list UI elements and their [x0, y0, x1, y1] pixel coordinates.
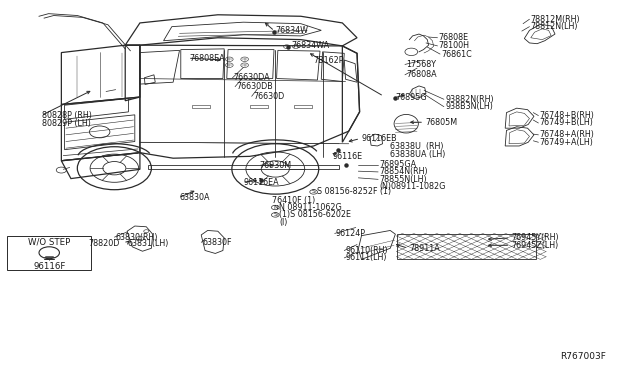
Text: 78820D: 78820D	[89, 239, 120, 248]
Text: S: S	[312, 189, 316, 195]
Text: 78812N(LH): 78812N(LH)	[531, 22, 579, 31]
Text: 80828P (RH): 80828P (RH)	[42, 111, 92, 120]
Text: 93882N(RH): 93882N(RH)	[445, 95, 494, 104]
Text: N: N	[273, 205, 278, 210]
Text: (1)S 08156-6202E: (1)S 08156-6202E	[279, 211, 351, 219]
Text: 76748+A(RH): 76748+A(RH)	[540, 130, 595, 140]
Text: 76945Z(LH): 76945Z(LH)	[511, 241, 559, 250]
Text: 76748+B(RH): 76748+B(RH)	[540, 111, 595, 120]
Text: 938B3N(LH): 938B3N(LH)	[445, 102, 493, 111]
Text: 96116F: 96116F	[33, 262, 65, 271]
Text: 96110(RH): 96110(RH)	[346, 246, 388, 255]
Text: 76808E: 76808E	[439, 33, 469, 42]
Text: 76834WA: 76834WA	[291, 41, 330, 50]
Text: 63830(RH): 63830(RH)	[116, 232, 158, 242]
Text: 76945Y(RH): 76945Y(RH)	[511, 233, 559, 243]
Text: 63838U  (RH): 63838U (RH)	[390, 142, 444, 151]
Text: 80829P (LH): 80829P (LH)	[42, 119, 91, 128]
Text: 76930M: 76930M	[259, 161, 291, 170]
Text: 78911A: 78911A	[410, 244, 440, 253]
Text: 7B162P: 7B162P	[314, 56, 344, 65]
Text: 78854N(RH): 78854N(RH)	[380, 167, 428, 176]
Text: 63831(LH): 63831(LH)	[127, 239, 168, 248]
Text: R767003F: R767003F	[560, 352, 606, 361]
Text: 76805M: 76805M	[426, 118, 458, 127]
Text: N 08911-1062G: N 08911-1062G	[279, 203, 342, 212]
Text: W/O STEP: W/O STEP	[28, 237, 70, 246]
Text: (N)08911-1082G: (N)08911-1082G	[380, 182, 446, 191]
Text: 76630DA: 76630DA	[234, 73, 271, 82]
Text: 76895GA: 76895GA	[380, 160, 417, 169]
Text: 76861C: 76861C	[442, 49, 472, 58]
Text: 78855N(LH): 78855N(LH)	[380, 175, 427, 184]
Text: 96116EB: 96116EB	[362, 134, 397, 143]
Text: 78812M(RH): 78812M(RH)	[531, 15, 580, 24]
Text: 96116EA: 96116EA	[243, 178, 279, 187]
Text: S: S	[273, 212, 277, 217]
Text: 78100H: 78100H	[439, 41, 470, 51]
Text: 76808EA: 76808EA	[189, 54, 225, 62]
Text: 17568Y: 17568Y	[406, 60, 436, 69]
Text: 76749+A(LH): 76749+A(LH)	[540, 138, 593, 147]
Text: 96111(LH): 96111(LH)	[346, 253, 387, 262]
Text: 76630D: 76630D	[253, 92, 284, 101]
Text: 96124P: 96124P	[336, 229, 366, 238]
Text: S 08156-8252F (1): S 08156-8252F (1)	[317, 187, 392, 196]
Text: 76808A: 76808A	[406, 70, 437, 79]
Text: 96116E: 96116E	[333, 152, 363, 161]
Text: 76834W: 76834W	[275, 26, 308, 35]
Text: (I): (I)	[279, 218, 287, 227]
Text: 63830A: 63830A	[179, 193, 210, 202]
Text: 63838UA (LH): 63838UA (LH)	[390, 150, 445, 158]
Text: 63830F: 63830F	[202, 238, 232, 247]
Text: 76895G: 76895G	[396, 93, 427, 102]
Text: 76749+B(LH): 76749+B(LH)	[540, 119, 593, 128]
Text: 76410F (1): 76410F (1)	[272, 196, 316, 205]
Text: 76630DB: 76630DB	[236, 82, 273, 91]
